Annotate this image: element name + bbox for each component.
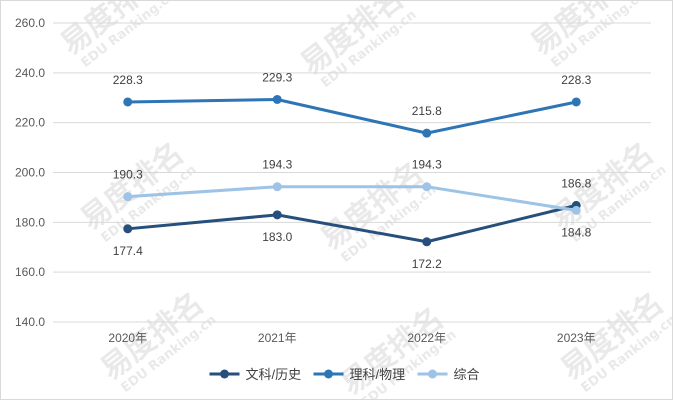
data-point	[422, 182, 432, 192]
series-layer	[123, 94, 581, 247]
x-tick-label: 2022年	[407, 331, 446, 345]
y-tick-label: 260.0	[15, 16, 45, 30]
x-axis: 2020年 2021年 2022年 2023年	[108, 331, 595, 345]
data-point	[571, 97, 581, 107]
data-label: 229.3	[262, 70, 292, 84]
data-label: 194.3	[262, 158, 292, 172]
data-point	[571, 205, 581, 215]
data-label: 194.3	[412, 158, 442, 172]
data-point	[422, 128, 432, 138]
y-tick-label: 240.0	[15, 66, 45, 80]
legend-label: 综合	[454, 367, 480, 382]
gridlines	[53, 22, 651, 323]
data-label: 186.8	[561, 176, 591, 190]
legend-marker	[220, 369, 229, 379]
data-label: 177.4	[113, 244, 143, 258]
data-point	[272, 210, 282, 220]
x-tick-label: 2021年	[258, 331, 297, 345]
x-tick-label: 2023年	[557, 331, 596, 345]
data-point	[123, 224, 133, 234]
legend-item: 文科/历史	[209, 367, 302, 382]
data-label-layer: 177.4 183.0 172.2 186.8 228.3 229.3 215.8 228.3…	[113, 70, 592, 270]
y-tick-label: 140.0	[15, 315, 45, 329]
data-point	[123, 192, 133, 202]
legend-label: 文科/历史	[246, 367, 302, 382]
data-label: 190.3	[113, 168, 143, 182]
legend: 文科/历史 理科/物理 综合	[209, 367, 480, 382]
legend-item: 理科/物理	[313, 367, 406, 382]
data-label: 215.8	[412, 104, 442, 118]
y-tick-label: 180.0	[15, 215, 45, 229]
series-line	[127, 203, 577, 244]
legend-item: 综合	[417, 367, 480, 382]
data-point	[272, 94, 282, 104]
x-tick-label: 2020年	[108, 331, 147, 345]
data-label: 183.0	[262, 230, 292, 244]
data-point	[123, 97, 133, 107]
legend-marker	[428, 369, 437, 379]
series-line	[127, 97, 577, 135]
data-label: 172.2	[412, 257, 442, 271]
data-label: 228.3	[561, 73, 591, 87]
data-point	[422, 237, 432, 247]
data-point	[272, 182, 282, 192]
legend-marker	[324, 369, 333, 379]
y-tick-label: 220.0	[15, 116, 45, 130]
legend-label: 理科/物理	[350, 367, 406, 382]
data-label: 184.8	[561, 225, 591, 239]
data-label: 228.3	[113, 73, 143, 87]
y-tick-label: 200.0	[15, 166, 45, 180]
y-tick-label: 160.0	[15, 265, 45, 279]
series-line	[127, 185, 577, 212]
y-axis: 140.0 160.0 180.0 200.0 220.0 240.0 260.0	[15, 16, 45, 329]
